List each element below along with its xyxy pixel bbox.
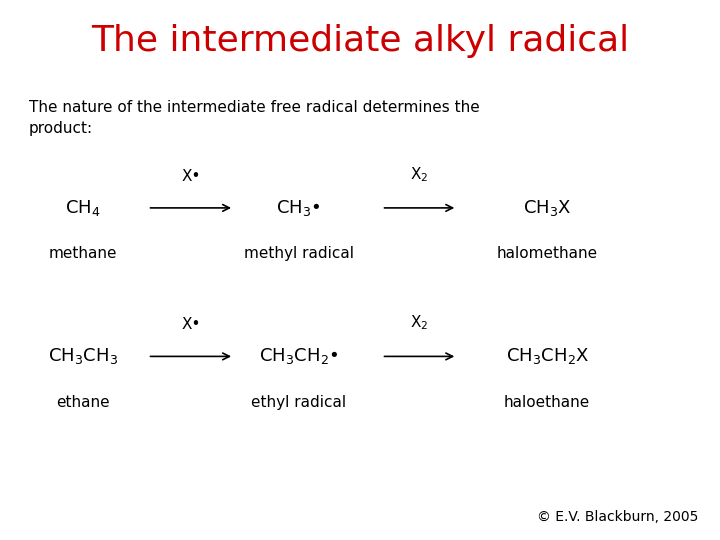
Text: The intermediate alkyl radical: The intermediate alkyl radical: [91, 24, 629, 58]
Text: CH$_3$CH$_3$: CH$_3$CH$_3$: [48, 346, 118, 367]
Text: CH$_3$CH$_2$X: CH$_3$CH$_2$X: [505, 346, 589, 367]
Text: X•: X•: [181, 317, 200, 332]
Text: The nature of the intermediate free radical determines the: The nature of the intermediate free radi…: [29, 100, 480, 115]
Text: halomethane: halomethane: [497, 246, 598, 261]
Text: CH$_3$CH$_2$•: CH$_3$CH$_2$•: [259, 346, 338, 367]
Text: haloethane: haloethane: [504, 395, 590, 410]
Text: ethane: ethane: [56, 395, 109, 410]
Text: CH$_3$X: CH$_3$X: [523, 198, 572, 218]
Text: CH$_3$•: CH$_3$•: [276, 198, 321, 218]
Text: X$_2$: X$_2$: [410, 313, 428, 332]
Text: © E.V. Blackburn, 2005: © E.V. Blackburn, 2005: [537, 510, 698, 524]
Text: CH$_4$: CH$_4$: [65, 198, 101, 218]
Text: ethyl radical: ethyl radical: [251, 395, 346, 410]
Text: X$_2$: X$_2$: [410, 165, 428, 184]
Text: X•: X•: [181, 168, 200, 184]
Text: methyl radical: methyl radical: [244, 246, 354, 261]
Text: methane: methane: [48, 246, 117, 261]
Text: product:: product:: [29, 122, 93, 137]
